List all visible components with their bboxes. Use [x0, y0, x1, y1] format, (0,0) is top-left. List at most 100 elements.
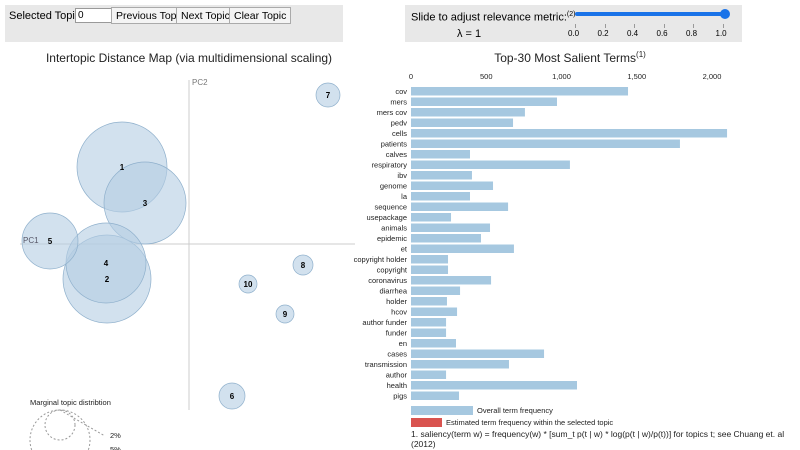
lambda-slider[interactable]	[575, 12, 725, 16]
topic-label-9: 9	[283, 310, 288, 319]
lambda-slider-handle[interactable]	[720, 9, 730, 19]
term-label[interactable]: respiratory	[372, 161, 408, 170]
bar-calves[interactable]	[411, 150, 470, 159]
topic-circle-9[interactable]	[275, 304, 295, 324]
bar-respiratory[interactable]	[411, 160, 570, 170]
lambda-tick	[663, 24, 665, 28]
bar-cells[interactable]	[411, 129, 728, 138]
bar-health[interactable]	[411, 381, 578, 390]
term-label[interactable]: health	[387, 381, 407, 390]
term-label[interactable]: calves	[386, 150, 408, 159]
bar-diarrhea[interactable]	[411, 286, 461, 296]
lambda-value: λ = 1	[457, 28, 482, 40]
bar-animals[interactable]	[411, 223, 491, 233]
topic-circle-8[interactable]	[292, 254, 314, 276]
term-label[interactable]: copyright	[377, 266, 408, 275]
lambda-tick-label: 0.8	[686, 29, 698, 38]
topic-circle-3[interactable]	[103, 161, 187, 245]
bar-genome[interactable]	[411, 181, 494, 191]
term-label[interactable]: animals	[381, 224, 407, 233]
legend-topic-label: Estimated term frequency within the sele…	[446, 418, 613, 427]
bar-hcov[interactable]	[411, 307, 458, 317]
next-topic-button[interactable]: Next Topic	[176, 7, 235, 24]
term-label[interactable]: pigs	[393, 392, 407, 401]
clear-topic-button[interactable]: Clear Topic	[229, 7, 292, 24]
legend-overall-label: Overall term frequency	[477, 406, 553, 415]
term-label[interactable]: pedv	[391, 119, 408, 128]
lambda-tick-label: 0.2	[597, 29, 609, 38]
term-label[interactable]: la	[401, 192, 408, 201]
bar-et[interactable]	[411, 244, 514, 254]
bar-author[interactable]	[411, 370, 447, 380]
term-label[interactable]: sequence	[374, 203, 407, 212]
bar-holder[interactable]	[411, 297, 447, 306]
bar-la[interactable]	[411, 192, 470, 201]
bar-author-funder[interactable]	[411, 318, 447, 327]
bar-coronavirus[interactable]	[411, 276, 492, 285]
term-label[interactable]: copyright holder	[354, 255, 408, 264]
term-label[interactable]: et	[401, 245, 408, 254]
term-label[interactable]: transmission	[365, 360, 407, 369]
topic-circle-6[interactable]	[218, 382, 246, 410]
bar-epidemic[interactable]	[411, 234, 481, 243]
bar-transmission[interactable]	[411, 360, 509, 369]
selected-topic-input[interactable]	[75, 8, 115, 23]
topic-label-2: 2	[105, 275, 110, 284]
topic-circle-5[interactable]	[21, 212, 79, 270]
topic-label-7: 7	[326, 91, 331, 100]
bar-patients[interactable]	[411, 139, 680, 149]
bar-copyright[interactable]	[411, 265, 449, 275]
footnote: 1. saliency(term w) = frequency(w) * [su…	[411, 429, 785, 449]
term-label[interactable]: epidemic	[377, 234, 407, 243]
bar-en[interactable]	[411, 339, 456, 348]
term-label[interactable]: author	[386, 371, 408, 380]
term-label[interactable]: mers	[390, 98, 407, 107]
term-label[interactable]: cov	[395, 87, 407, 96]
previous-topic-button[interactable]: Previous Topic	[111, 7, 190, 24]
term-label[interactable]: genome	[380, 182, 407, 191]
bar-ibv[interactable]	[411, 171, 472, 180]
topic-circle-10[interactable]	[238, 274, 258, 294]
bar-pigs[interactable]	[411, 391, 460, 401]
term-label[interactable]: hcov	[391, 308, 407, 317]
lambda-tick-label: 1.0	[715, 29, 727, 38]
topic-label-4: 4	[104, 259, 109, 268]
term-label[interactable]: patients	[381, 140, 408, 149]
lambda-tick	[722, 24, 724, 28]
bar-pedv[interactable]	[411, 118, 514, 128]
term-label[interactable]: author funder	[362, 318, 407, 327]
lambda-tick	[693, 24, 694, 28]
bar-mers[interactable]	[411, 97, 557, 107]
term-label[interactable]: mers cov	[377, 108, 408, 117]
term-label[interactable]: cases	[387, 350, 407, 359]
topic-label-1: 1	[120, 163, 125, 172]
marginal-circle-5	[29, 409, 91, 450]
term-label[interactable]: usepackage	[367, 213, 407, 222]
topic-label-5: 5	[48, 237, 53, 246]
bar-funder[interactable]	[411, 328, 447, 338]
term-label[interactable]: coronavirus	[368, 276, 407, 285]
bar-cov[interactable]	[411, 87, 629, 96]
marginal-label-5: 5%	[110, 445, 121, 450]
bar-sequence[interactable]	[411, 202, 509, 212]
lambda-label: Slide to adjust relevance metric:(2)	[411, 11, 576, 24]
bar-cases[interactable]	[411, 349, 545, 359]
term-label[interactable]: ibv	[397, 171, 407, 180]
marginal-label-2: 2%	[110, 431, 121, 440]
lambda-tick	[604, 24, 606, 28]
legend-topic-swatch	[411, 418, 442, 427]
bar-mers-cov[interactable]	[411, 108, 525, 117]
bar-copyright-holder[interactable]	[411, 255, 449, 264]
term-label[interactable]: cells	[392, 129, 407, 138]
legend-overall-swatch	[411, 406, 473, 415]
term-label[interactable]: en	[399, 339, 407, 348]
lambda-tick	[575, 24, 576, 28]
term-label[interactable]: diarrhea	[379, 287, 407, 296]
topic-circle-7[interactable]	[315, 82, 341, 108]
term-label[interactable]: holder	[386, 297, 407, 306]
term-label[interactable]: funder	[386, 329, 408, 338]
bar-usepackage[interactable]	[411, 213, 452, 222]
marginal-circle-2	[44, 409, 76, 441]
x-tick-label: 0	[409, 72, 413, 81]
